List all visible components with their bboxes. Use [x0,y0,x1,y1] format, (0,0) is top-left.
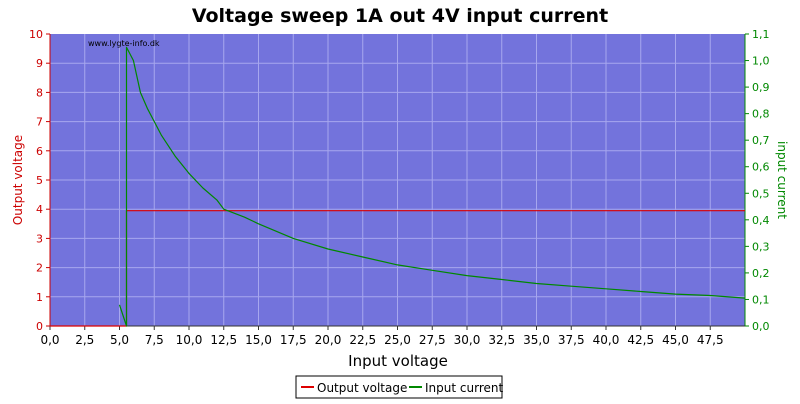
x-tick-label: 25,0 [384,333,411,347]
y-right-axis-label: input current [775,141,789,219]
x-tick-label: 20,0 [315,333,342,347]
x-tick-label: 15,0 [245,333,272,347]
x-tick-label: 27,5 [419,333,446,347]
series-line-input-current [118,46,746,327]
y-right-tick-label: 1,1 [752,28,770,41]
y-left-tick-label: 8 [36,86,43,99]
y-right-tick-label: 0,0 [752,320,770,333]
x-tick-label: 30,0 [454,333,481,347]
y-right-tick-label: 0,5 [752,187,770,200]
y-right-tick-label: 0,2 [752,267,770,280]
grid-lines [50,34,745,326]
y-left-axis-label: Output voltage [11,135,25,225]
y-right-tick-label: 0,9 [752,81,770,94]
x-tick-label: 45,0 [662,333,689,347]
x-tick-label: 7,5 [145,333,164,347]
y-left-tick-label: 7 [36,116,43,129]
x-tick-label: 0,0 [40,333,59,347]
x-tick-label: 32,5 [488,333,515,347]
legend-label-input-current: Input current [425,381,503,395]
legend-label-output-voltage: Output voltage [317,381,407,395]
legend-box [295,375,503,399]
x-tick-label: 17,5 [280,333,307,347]
x-tick-label: 35,0 [523,333,550,347]
y-left-tick-label: 4 [36,203,43,216]
y-left-tick-label: 2 [36,262,43,275]
y-left-tick-label: 10 [29,28,43,41]
x-tick-label: 12,5 [210,333,237,347]
x-tick-label: 5,0 [110,333,129,347]
y-right-tick-label: 0,7 [752,134,770,147]
y-right-tick-label: 0,1 [752,293,770,306]
x-tick-label: 40,0 [593,333,620,347]
y-left-tick-label: 0 [36,320,43,333]
y-right-tick-label: 0,4 [752,214,770,227]
series-layer [50,46,746,327]
chart-title: Voltage sweep 1A out 4V input current [192,5,608,27]
x-axis-label: Input voltage [348,352,448,370]
axes: 0,0 2,5 5,0 7,5 10,0 12,5 15,0 17,5 20,0 22,5 25,0… [29,28,770,347]
watermark: www.lygte-info.dk [88,39,160,48]
x-tick-label: 42,5 [627,333,654,347]
x-tick-label: 10,0 [176,333,203,347]
legend: Output voltage Input current [295,375,503,399]
y-right-tick-label: 0,8 [752,108,770,121]
y-right-tick-label: 0,6 [752,161,770,174]
x-tick-label: 47,5 [697,333,724,347]
y-left-tick-label: 5 [36,174,43,187]
x-tick-label: 22,5 [349,333,376,347]
y-right-tick-label: 0,3 [752,240,770,253]
x-tick-label: 2,5 [75,333,94,347]
x-tick-label: 37,5 [558,333,585,347]
y-right-tick-label: 1,0 [752,55,770,68]
y-left-tick-label: 9 [36,57,43,70]
y-left-tick-label: 6 [36,145,43,158]
y-left-tick-label: 3 [36,232,43,245]
y-left-tick-label: 1 [36,291,43,304]
